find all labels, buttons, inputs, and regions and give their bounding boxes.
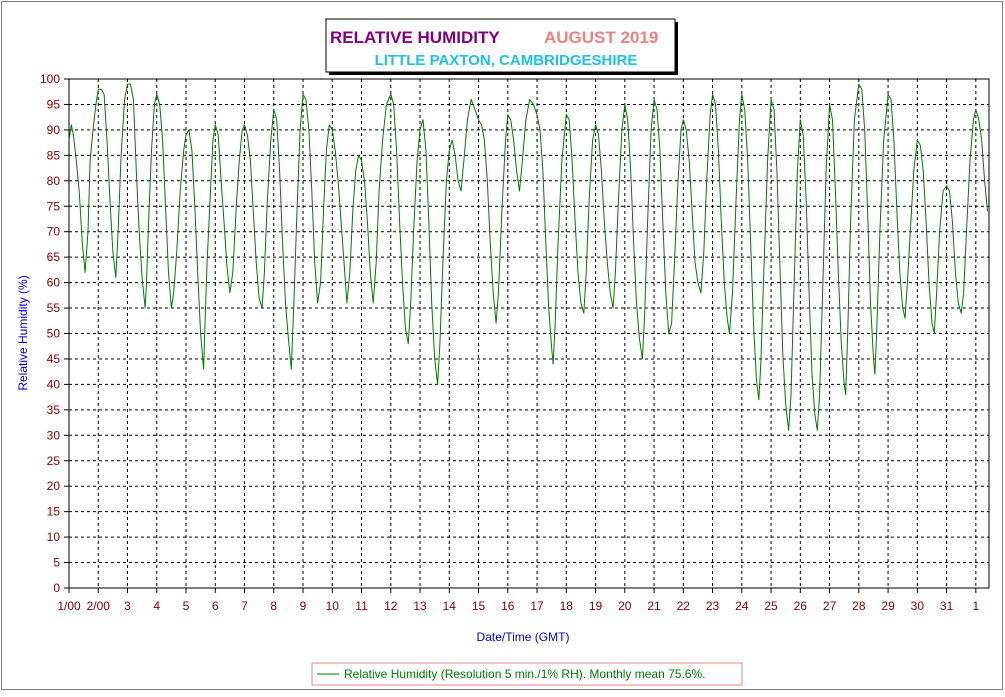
x-tick-label: 11 — [355, 599, 368, 613]
y-tick-label: 70 — [47, 225, 61, 239]
y-tick-label: 10 — [47, 530, 61, 544]
plot-area — [68, 78, 990, 589]
x-axis-label: Date/Time (GMT) — [477, 630, 570, 644]
x-tick-label: 5 — [183, 599, 190, 613]
y-tick-label: 80 — [47, 174, 61, 188]
legend: Relative Humidity (Resolution 5 min./1% … — [311, 662, 743, 686]
x-tick-label: 25 — [764, 599, 778, 613]
series-layer — [68, 83, 988, 431]
y-tick-label: 0 — [53, 581, 60, 595]
x-tick-label: 17 — [530, 599, 544, 613]
y-tick-label: 5 — [53, 556, 60, 570]
y-tick-label: 100 — [40, 72, 60, 86]
x-tick-label: 6 — [212, 599, 219, 613]
x-tick-label: 16 — [501, 599, 515, 613]
y-tick-label: 50 — [47, 327, 61, 341]
title-box: RELATIVE HUMIDITY AUGUST 2019 LITTLE PAX… — [325, 18, 678, 75]
x-tick-label: 22 — [677, 599, 691, 613]
y-tick-label: 95 — [47, 97, 61, 111]
y-tick-label: 60 — [47, 276, 61, 290]
x-tick-label: 26 — [794, 599, 808, 613]
chart-period: AUGUST 2019 — [544, 28, 658, 47]
x-tick-label: 1/00 — [57, 599, 81, 613]
x-tick-label: 19 — [589, 599, 603, 613]
x-tick-label: 15 — [472, 599, 486, 613]
y-tick-label: 30 — [47, 428, 61, 442]
x-tick-label: 30 — [911, 599, 925, 613]
legend-box — [311, 662, 743, 686]
y-tick-label: 65 — [47, 250, 61, 264]
y-tick-label: 40 — [47, 377, 61, 391]
y-tick-label: 45 — [47, 352, 61, 366]
x-tick-label: 31 — [940, 599, 954, 613]
grid — [69, 79, 989, 588]
series-line-0 — [68, 83, 988, 431]
y-axis-label: Relative Humidity (%) — [16, 275, 30, 390]
x-tick-label: 10 — [326, 599, 340, 613]
y-tick-label: 75 — [47, 199, 61, 213]
x-tick-label: 1 — [972, 599, 979, 613]
chart-subtitle: LITTLE PAXTON, CAMBRIDGESHIRE — [375, 52, 638, 69]
y-tick-label: 55 — [47, 301, 61, 315]
y-tick-label: 35 — [47, 403, 61, 417]
y-tick-label: 90 — [47, 123, 61, 137]
x-tick-label: 24 — [735, 599, 749, 613]
x-tick-label: 14 — [443, 599, 457, 613]
x-tick-label: 23 — [706, 599, 720, 613]
x-tick-label: 7 — [241, 599, 248, 613]
x-tick-label: 9 — [300, 599, 307, 613]
x-tick-label: 28 — [852, 599, 866, 613]
chart-title: RELATIVE HUMIDITY — [330, 28, 500, 47]
y-tick-label: 85 — [47, 148, 61, 162]
x-tick-label: 4 — [153, 599, 160, 613]
x-tick-label: 13 — [413, 599, 427, 613]
x-tick-label: 2/00 — [87, 599, 111, 613]
x-axis-ticks: 1/00 2/00 3 4 5 6 7 8 9 10 11 12 13 14 15 16 17 18 19 20 21 2… — [57, 588, 979, 613]
y-tick-label: 15 — [47, 505, 61, 519]
x-tick-label: 8 — [270, 599, 277, 613]
x-tick-label: 27 — [823, 599, 837, 613]
x-tick-label: 12 — [384, 599, 398, 613]
x-tick-label: 18 — [560, 599, 574, 613]
x-tick-label: 3 — [124, 599, 131, 613]
x-tick-label: 29 — [881, 599, 895, 613]
x-tick-label: 21 — [647, 599, 661, 613]
y-tick-label: 25 — [47, 454, 61, 468]
title-box-border — [325, 18, 676, 73]
legend-entry: Relative Humidity (Resolution 5 min./1% … — [344, 667, 705, 681]
x-tick-label: 20 — [618, 599, 632, 613]
y-tick-label: 20 — [47, 479, 61, 493]
y-axis-ticks: 0 5 10 15 20 25 30 35 40 45 50 55 60 65 70 75 80 85 90 95 10… — [40, 72, 69, 595]
